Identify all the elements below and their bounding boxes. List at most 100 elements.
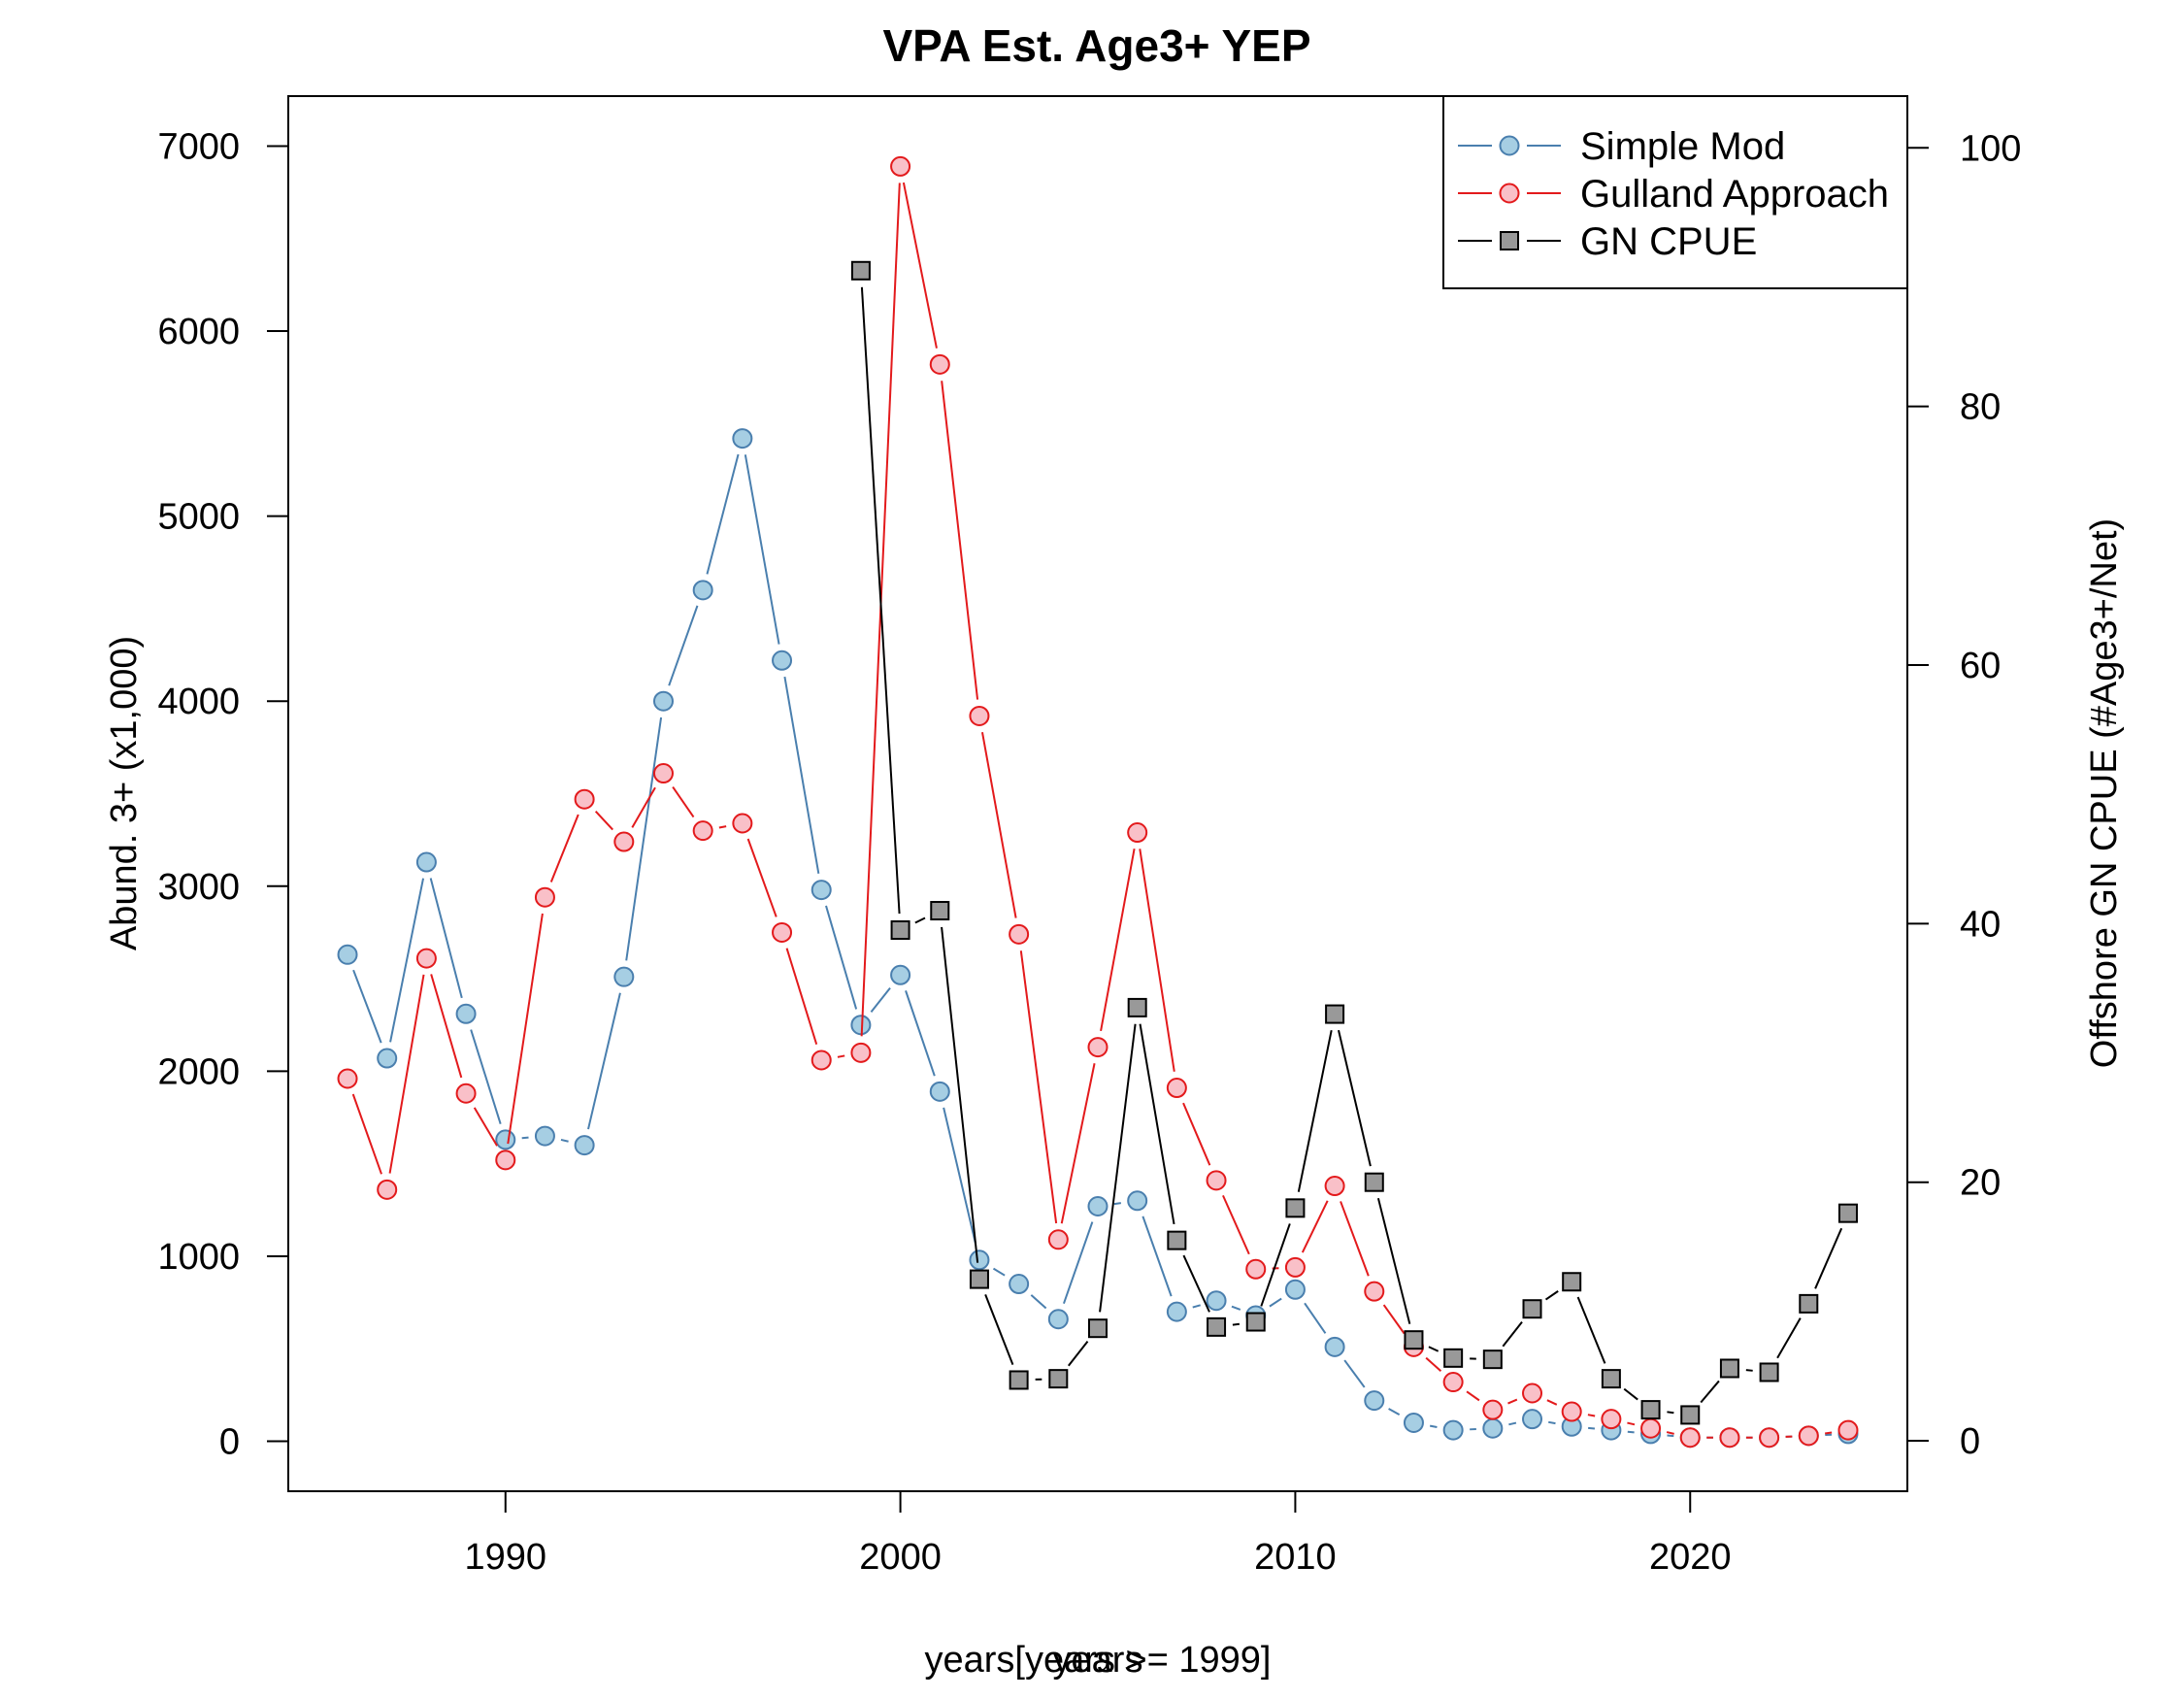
data-point: [613, 831, 635, 852]
data-point: [1562, 1272, 1582, 1292]
data-point: [1127, 997, 1147, 1017]
data-point: [574, 788, 595, 810]
series-line-segment: [1666, 1431, 1674, 1435]
series-line-segment: [560, 1138, 569, 1143]
legend-item: Simple Mod: [1458, 125, 1785, 168]
data-point: [1245, 1312, 1266, 1332]
data-point: [811, 880, 832, 901]
series-simple-mod: [337, 428, 1859, 1449]
series-line-segment: [1340, 1201, 1370, 1277]
series-line-segment: [1425, 1356, 1442, 1373]
y-tick-label: 2000: [157, 1051, 240, 1092]
y-tick-label: 0: [219, 1422, 240, 1463]
data-point: [1207, 1316, 1227, 1337]
series-line-segment: [1297, 1030, 1333, 1192]
data-point: [969, 1269, 989, 1289]
data-point: [850, 260, 871, 281]
legend-marker: [1499, 183, 1520, 204]
data-point: [1245, 1258, 1267, 1280]
series-line-segment: [1745, 1369, 1753, 1372]
data-point: [495, 1149, 516, 1171]
data-point: [1482, 1399, 1504, 1420]
series-line-segment: [837, 1054, 845, 1058]
y-tick-label: 1000: [157, 1237, 240, 1278]
series-line-segment: [1429, 1424, 1438, 1428]
data-point: [1166, 1078, 1187, 1099]
data-point: [1087, 1196, 1109, 1217]
legend-marker: [1499, 135, 1520, 156]
series-line-segment: [860, 286, 901, 915]
series-line-segment: [429, 878, 463, 999]
data-point: [613, 966, 635, 987]
series-line-segment: [1588, 1426, 1596, 1430]
data-point: [1364, 1390, 1385, 1412]
legend-label: Simple Mod: [1580, 125, 1785, 168]
series-line-segment: [1507, 1398, 1518, 1405]
series-line-segment: [388, 974, 425, 1174]
data-point: [1482, 1417, 1504, 1439]
series-line-segment: [744, 454, 780, 645]
y-tick-label: 6000: [157, 312, 240, 352]
data-point: [495, 1129, 516, 1150]
series-line-segment: [941, 926, 979, 1263]
series-line-segment: [1776, 1317, 1802, 1359]
y-axis-left: 0 1000 2000 3000 4000 5000 6000 7000: [157, 126, 288, 1463]
series-line-segment: [1269, 1297, 1282, 1308]
data-point: [377, 1179, 398, 1200]
x-tick-label: 2000: [859, 1537, 942, 1578]
series-line-segment: [718, 825, 727, 829]
series-line-segment: [1587, 1414, 1596, 1417]
series-line-segment: [672, 785, 695, 818]
series-line-segment: [992, 1267, 1006, 1277]
series-line-segment: [1182, 1102, 1211, 1166]
data-point: [1206, 1290, 1227, 1312]
series-line-segment: [1062, 1221, 1094, 1305]
x-axis-title-overprint: years: [1053, 1640, 1143, 1681]
y-tick-label: 7000: [157, 126, 240, 167]
series-line-segment: [1343, 1359, 1366, 1388]
data-point: [1522, 1409, 1543, 1430]
y2-tick-label: 60: [1960, 646, 2001, 686]
series-line-segment: [470, 1029, 502, 1124]
series-line-segment: [1428, 1346, 1439, 1352]
y-axis-right: 0 20 40 60 80 100: [1907, 128, 2021, 1462]
series-line-segment: [914, 916, 926, 924]
data-point: [1799, 1293, 1819, 1314]
series-line-segment: [1139, 1023, 1175, 1225]
series-line-segment: [1667, 1411, 1674, 1415]
series-line-segment: [473, 1107, 498, 1147]
series-line-segment: [1700, 1380, 1720, 1404]
series-line-segment: [668, 605, 699, 686]
plot-frame: [287, 95, 1908, 1492]
series-line-segment: [625, 716, 663, 961]
series-line-segment: [1814, 1227, 1843, 1289]
x-tick-label: 2020: [1649, 1537, 1732, 1578]
data-point: [1324, 1176, 1345, 1197]
series-line-segment: [352, 969, 382, 1044]
data-point: [929, 353, 950, 375]
data-point: [1127, 1190, 1148, 1212]
data-point: [1522, 1383, 1543, 1404]
series-line-segment: [1548, 1420, 1556, 1425]
series-line-segment: [1099, 1023, 1137, 1313]
series-line-segment: [1060, 1063, 1096, 1224]
series-line-segment: [1544, 1290, 1559, 1301]
data-point: [969, 1249, 990, 1271]
data-point: [1167, 1230, 1187, 1250]
data-point: [890, 964, 911, 985]
y-tick-label: 3000: [157, 867, 240, 908]
data-point: [1404, 1330, 1424, 1350]
series-line-segment: [941, 381, 979, 700]
series-layer: [337, 155, 1859, 1449]
data-point: [415, 948, 437, 969]
data-point: [1048, 1369, 1069, 1389]
data-point: [850, 1042, 872, 1063]
series-line-segment: [351, 1093, 382, 1175]
series-line-segment: [631, 786, 656, 828]
data-point: [1601, 1409, 1622, 1430]
series-line-segment: [1667, 1434, 1674, 1438]
data-point: [1009, 1274, 1030, 1295]
data-point: [1759, 1427, 1780, 1449]
series-line-segment: [1192, 1304, 1201, 1309]
